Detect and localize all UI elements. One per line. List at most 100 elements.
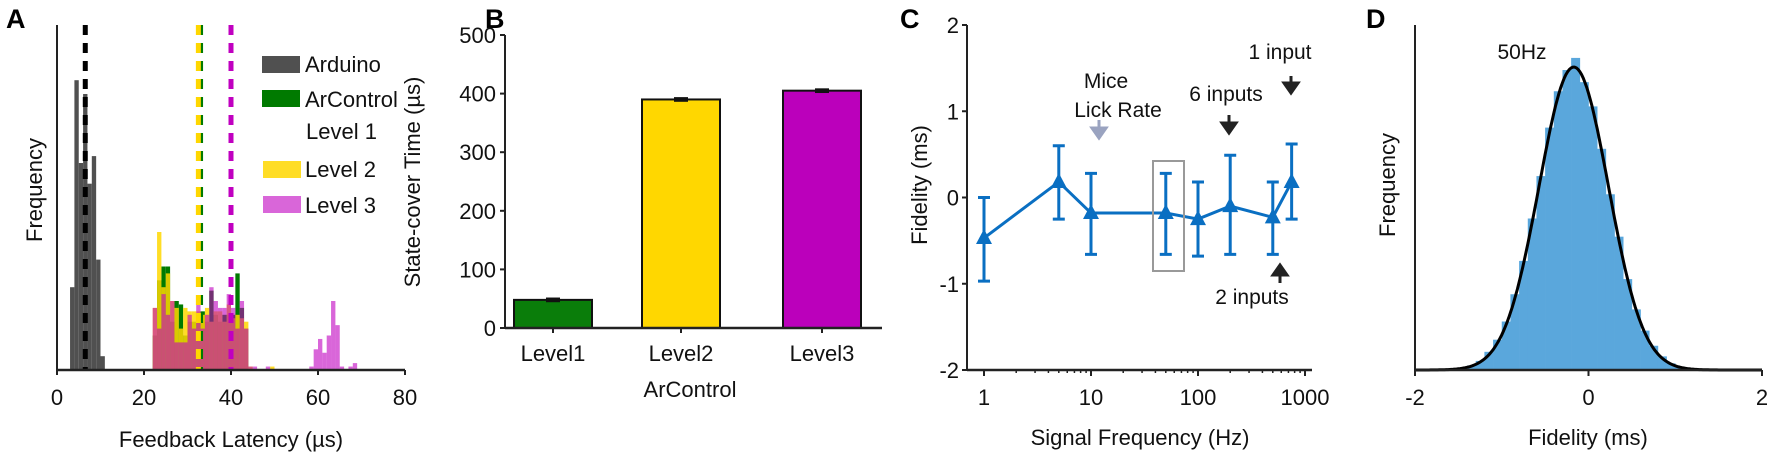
y-tick-label: 100 (459, 257, 496, 282)
histogram-bar (1545, 127, 1555, 370)
highlight-box-50hz (1152, 160, 1185, 272)
x-tick-label: 0 (51, 385, 63, 410)
x-tick-label: 20 (132, 385, 156, 410)
histogram-bar (170, 301, 175, 370)
bar-level2 (641, 98, 721, 329)
histogram-bar (313, 349, 318, 370)
panel-d-ylabel: Frequency (1375, 133, 1400, 237)
triangle-marker (1222, 197, 1239, 213)
x-tick-label: Level3 (790, 341, 855, 366)
arrow-down-icon (1281, 76, 1301, 96)
panel-a-histogram: 0 20 40 60 80 (51, 25, 417, 410)
histogram-bar (204, 314, 210, 370)
legend-label-level1: Level 1 (306, 119, 377, 144)
x-tick-label: 0 (1582, 385, 1594, 410)
histogram-bar (1631, 309, 1641, 370)
histogram-bar (339, 366, 345, 370)
annotation-mice: Mice (1084, 70, 1128, 93)
legend-swatch-arduino (262, 56, 300, 73)
histogram-bar (1640, 330, 1650, 370)
histogram-bar (1571, 57, 1581, 370)
histogram-bar (331, 301, 336, 370)
triangle-marker (976, 229, 992, 245)
histogram-bar (161, 294, 166, 370)
y-tick-label: 500 (459, 23, 496, 48)
histogram-bar (96, 259, 101, 370)
legend-swatch-level1 (262, 90, 300, 107)
histogram-bar (174, 342, 179, 370)
histogram-bar (1493, 339, 1503, 370)
histogram-bar (309, 366, 314, 370)
panel-a-ylabel: Frequency (22, 138, 47, 242)
panel-d-xlabel: Fidelity (ms) (1528, 425, 1648, 450)
histogram-bar (209, 287, 214, 370)
histogram-bar (352, 363, 358, 370)
annotation-1-input: 1 input (1248, 41, 1311, 64)
histogram-bar (1475, 360, 1485, 370)
histogram-bar (157, 232, 162, 370)
histogram-bar (1666, 363, 1676, 370)
y-tick-label: 2 (947, 13, 959, 38)
triangle-marker (1283, 172, 1300, 188)
histogram-bar (1553, 91, 1563, 371)
histogram-bar (1605, 194, 1615, 370)
arrow-up-icon (1270, 262, 1290, 283)
histogram-bar (183, 307, 188, 370)
panel-c-annotations: Mice Lick Rate 6 inputs 1 input 2 inputs (1074, 41, 1311, 309)
legend-label-arcontrol: ArControl (305, 87, 398, 112)
x-tick-label: 1000 (1281, 385, 1330, 410)
error-bar (674, 97, 688, 102)
histogram-bar (348, 366, 353, 370)
histogram-bar (1467, 365, 1477, 370)
histogram-bar (252, 366, 258, 370)
bar-level3 (782, 89, 862, 329)
triangle-marker (1157, 204, 1174, 220)
triangle-marker (1190, 210, 1206, 226)
annotation-lick-rate: Lick Rate (1074, 99, 1162, 122)
panel-d-histogram: -2 0 2 (1405, 25, 1768, 410)
x-tick-label: 100 (1180, 385, 1217, 410)
legend-label-level3: Level 3 (305, 193, 376, 218)
y-tick-label: 0 (484, 316, 496, 341)
annotation-2-inputs: 2 inputs (1215, 286, 1289, 309)
histogram-bar (178, 342, 184, 370)
histogram-bar (1501, 321, 1511, 370)
panel-a-xlabel: Feedback Latency (µs) (119, 427, 343, 452)
arrow-down-icon (1219, 115, 1239, 136)
error-bar (546, 297, 560, 303)
y-tick-label: 0 (947, 186, 959, 211)
error-bar (815, 88, 829, 94)
histogram-bar (244, 328, 249, 370)
histogram-bar (157, 328, 162, 370)
y-tick-label: 1 (947, 99, 959, 124)
histogram-bar (248, 366, 253, 370)
histogram-bar (239, 301, 245, 370)
panel-letter-d: D (1366, 4, 1386, 34)
y-tick-label: 400 (459, 82, 496, 107)
panel-c-ylabel: Fidelity (ms) (907, 125, 932, 245)
histogram-bar (265, 366, 271, 370)
histogram-bar (100, 356, 105, 370)
histogram-bar (74, 80, 79, 370)
histogram-bar (1614, 236, 1624, 370)
histogram-bar (1527, 218, 1537, 370)
panel-a-legend: Arduino ArControl Level 1 Level 2 Level … (262, 52, 398, 218)
triangle-marker (1264, 208, 1281, 224)
y-tick-label: -1 (939, 272, 959, 297)
histogram-bar (335, 325, 340, 370)
histogram-bar (1623, 279, 1633, 370)
triangle-marker (1050, 172, 1067, 188)
x-tick-label: 10 (1079, 385, 1103, 410)
histogram-bar (152, 307, 158, 370)
histogram-bar (91, 156, 97, 370)
histogram-bar (1597, 148, 1607, 370)
x-tick-label: 2 (1756, 385, 1768, 410)
triangle-marker (1083, 204, 1099, 220)
histogram-bar (1536, 176, 1546, 370)
histogram-bar (326, 335, 332, 370)
x-tick-label: 60 (306, 385, 330, 410)
histogram-bar (322, 352, 327, 370)
histogram-bar (270, 366, 275, 370)
x-tick-label: 40 (219, 385, 243, 410)
histogram-bar (1588, 106, 1598, 370)
